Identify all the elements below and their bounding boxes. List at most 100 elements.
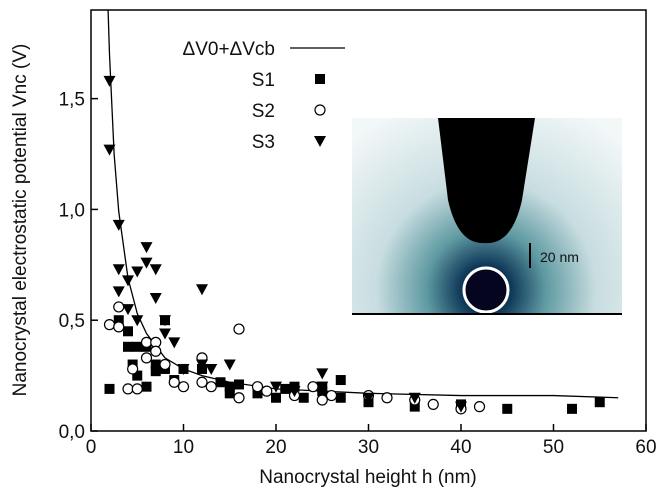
circle-marker bbox=[233, 323, 245, 335]
x-tick-label: 50 bbox=[543, 437, 564, 458]
legend-marker bbox=[314, 136, 326, 147]
triangle-marker bbox=[159, 328, 171, 340]
triangle-marker bbox=[122, 304, 134, 316]
legend-label: ΔV0+ΔVcb bbox=[183, 39, 275, 60]
circle-marker bbox=[140, 336, 153, 348]
x-tick-label: 60 bbox=[635, 437, 656, 458]
circle-marker bbox=[205, 381, 217, 393]
square-marker bbox=[224, 388, 235, 399]
circle-marker bbox=[140, 352, 153, 364]
triangle-marker bbox=[177, 363, 190, 375]
triangle-marker bbox=[288, 386, 301, 398]
circle-marker bbox=[113, 301, 125, 313]
square-marker bbox=[123, 326, 133, 337]
y-tick-label: 1,0 bbox=[59, 200, 85, 221]
triangle-marker bbox=[149, 264, 162, 276]
square-marker bbox=[123, 341, 133, 352]
triangle-marker bbox=[140, 242, 153, 254]
square-marker bbox=[104, 383, 115, 394]
circle-marker bbox=[473, 401, 486, 413]
x-tick-label: 40 bbox=[450, 437, 471, 458]
square-marker bbox=[252, 388, 263, 399]
triangle-marker bbox=[316, 381, 329, 393]
square-marker bbox=[502, 403, 513, 414]
circle-marker bbox=[177, 381, 190, 393]
circle-marker bbox=[316, 394, 328, 406]
legend-label: S3 bbox=[252, 132, 275, 153]
triangle-marker bbox=[131, 315, 144, 327]
y-axis-label: Nanocrystal electrostatic potential Vnc … bbox=[10, 44, 31, 397]
triangle-marker bbox=[196, 359, 208, 371]
square-marker bbox=[335, 375, 346, 386]
triangle-marker bbox=[112, 286, 125, 298]
y-tick-label: 0,5 bbox=[59, 311, 85, 332]
circle-marker bbox=[127, 363, 139, 375]
triangle-marker bbox=[159, 315, 171, 327]
inset-nanocrystal bbox=[462, 266, 510, 314]
circle-marker bbox=[131, 383, 143, 395]
triangle-marker bbox=[103, 75, 116, 87]
circle-marker bbox=[168, 376, 180, 388]
triangle-marker bbox=[196, 284, 208, 296]
circle-marker bbox=[251, 381, 264, 393]
square-marker bbox=[224, 381, 235, 392]
square-marker bbox=[567, 403, 577, 414]
inset: 20 nm bbox=[352, 118, 622, 315]
triangle-marker bbox=[103, 144, 116, 156]
y-tick-label: 1,5 bbox=[59, 90, 85, 111]
plot-area bbox=[103, 10, 619, 415]
circle-marker bbox=[122, 383, 134, 395]
square-marker bbox=[150, 359, 161, 370]
y-tick-label: 0,0 bbox=[59, 422, 85, 443]
triangle-marker bbox=[270, 381, 282, 393]
legend-marker bbox=[315, 74, 325, 84]
x-tick-label: 30 bbox=[358, 437, 379, 458]
circle-marker bbox=[381, 392, 393, 404]
triangle-marker bbox=[140, 257, 153, 269]
triangle-marker bbox=[168, 337, 181, 349]
circle-marker bbox=[233, 392, 245, 404]
square-marker bbox=[150, 366, 161, 377]
x-axis-label: Nanocrystal height h (nm) bbox=[259, 467, 477, 488]
circle-marker bbox=[150, 345, 162, 357]
square-marker bbox=[335, 392, 346, 403]
circle-marker bbox=[103, 319, 116, 331]
x-tick-label: 20 bbox=[265, 437, 286, 458]
square-marker bbox=[594, 397, 605, 408]
circle-marker bbox=[307, 381, 319, 393]
triangle-marker bbox=[112, 219, 125, 231]
inset-label: 20 nm bbox=[540, 249, 579, 265]
square-marker bbox=[409, 401, 420, 412]
square-marker bbox=[132, 370, 143, 381]
x-tick-label: 0 bbox=[86, 437, 97, 458]
square-marker bbox=[234, 379, 244, 390]
square-marker bbox=[271, 392, 281, 403]
triangle-marker bbox=[149, 293, 162, 305]
circle-marker bbox=[261, 385, 273, 397]
legend-marker bbox=[314, 104, 326, 116]
triangle-marker bbox=[316, 368, 329, 380]
triangle-marker bbox=[122, 275, 134, 287]
circle-marker bbox=[196, 376, 208, 388]
x-tick-label: 10 bbox=[173, 437, 194, 458]
triangle-marker bbox=[205, 363, 218, 375]
square-marker bbox=[141, 381, 152, 392]
circle-marker bbox=[427, 398, 439, 411]
square-marker bbox=[215, 377, 226, 388]
triangle-marker bbox=[408, 392, 421, 404]
circle-marker bbox=[159, 358, 171, 371]
triangle-marker bbox=[131, 266, 144, 278]
triangle-marker bbox=[112, 264, 125, 276]
inset-tip bbox=[438, 118, 535, 244]
triangle-marker bbox=[362, 392, 375, 404]
square-marker bbox=[113, 315, 124, 326]
legend-label: S2 bbox=[252, 101, 275, 122]
legend-label: S1 bbox=[252, 70, 275, 91]
square-marker bbox=[132, 341, 143, 352]
triangle-marker bbox=[223, 359, 236, 371]
square-marker bbox=[298, 392, 309, 403]
square-marker bbox=[280, 383, 291, 394]
circle-marker bbox=[113, 321, 125, 333]
